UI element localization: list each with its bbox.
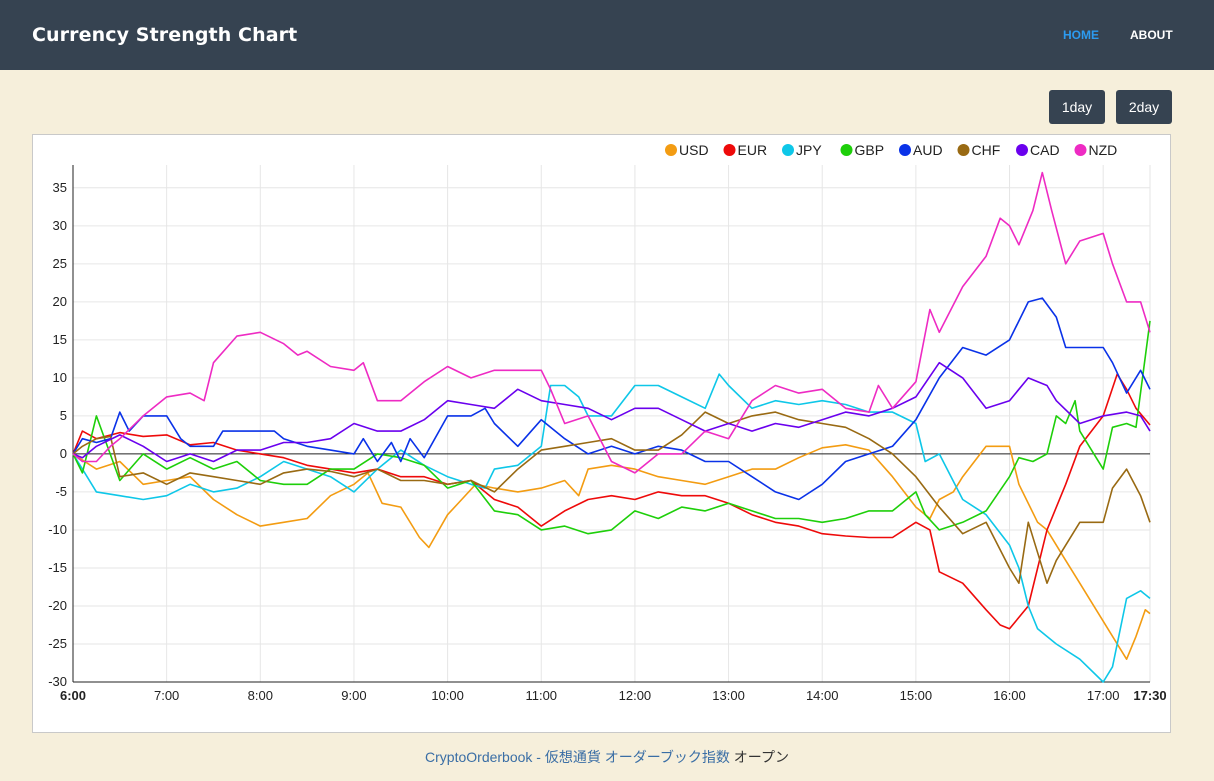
legend-item-nzd[interactable]: NZD xyxy=(1074,142,1118,158)
legend-item-aud[interactable]: AUD xyxy=(899,142,943,158)
nav-about-link[interactable]: ABOUT xyxy=(1130,28,1173,42)
legend-swatch xyxy=(1074,144,1087,156)
legend-swatch xyxy=(957,144,970,156)
y-tick-label: 25 xyxy=(53,256,67,271)
x-tick-label: 13:00 xyxy=(712,688,745,703)
grid-lines xyxy=(72,165,1151,683)
range-1day-button[interactable]: 1day xyxy=(1049,90,1105,124)
y-tick-label: 35 xyxy=(53,180,67,195)
x-tick-label: 8:00 xyxy=(248,688,273,703)
legend-label: NZD xyxy=(1089,142,1118,158)
chart-panel: -30 -25 -20 -15 -10 -5 0 5 10 15 20 25 30 35 6:00 7:00 8… xyxy=(32,134,1171,733)
x-tick-label: 17:30 xyxy=(1133,688,1166,703)
y-tick-label: 30 xyxy=(53,218,67,233)
legend[interactable]: USD EUR JPY GBP AUD CHF CAD NZD xyxy=(665,142,1117,158)
range-2day-button[interactable]: 2day xyxy=(1116,90,1172,124)
y-tick-label: 5 xyxy=(60,408,67,423)
axes: -30 -25 -20 -15 -10 -5 0 5 10 15 20 25 30 35 6:00 7:00 8… xyxy=(48,165,1167,703)
page-title: Currency Strength Chart xyxy=(32,24,298,46)
x-tick-label: 16:00 xyxy=(993,688,1026,703)
footer-link[interactable]: CryptoOrderbook - 仮想通貨 オーダーブック指数 xyxy=(425,749,730,765)
y-tick-label: -20 xyxy=(48,598,67,613)
x-tick-label: 7:00 xyxy=(154,688,179,703)
series-line-cad xyxy=(72,361,1151,463)
y-tick-label: -15 xyxy=(48,560,67,575)
legend-item-cad[interactable]: CAD xyxy=(1016,142,1060,158)
legend-swatch xyxy=(1016,144,1028,156)
legend-item-jpy[interactable]: JPY xyxy=(782,142,822,158)
legend-label: USD xyxy=(679,142,709,158)
x-tick-label: 6:00 xyxy=(60,688,86,703)
legend-item-gbp[interactable]: GBP xyxy=(840,142,885,158)
legend-label: GBP xyxy=(855,142,885,158)
legend-label: CHF xyxy=(972,142,1001,158)
legend-item-usd[interactable]: USD xyxy=(665,142,709,158)
x-tick-label: 10:00 xyxy=(431,688,464,703)
x-tick-label: 12:00 xyxy=(619,688,652,703)
series-line-aud xyxy=(72,297,1151,501)
y-tick-label: -5 xyxy=(55,484,67,499)
legend-swatch xyxy=(840,144,853,156)
legend-swatch xyxy=(899,144,911,156)
legend-swatch xyxy=(665,144,677,156)
nav-home-link[interactable]: HOME xyxy=(1063,28,1099,42)
footer-text: オープン xyxy=(729,749,789,765)
y-tick-label: -25 xyxy=(48,636,67,651)
footer: CryptoOrderbook - 仮想通貨 オーダーブック指数 オープン xyxy=(0,747,1214,767)
x-tick-label: 14:00 xyxy=(806,688,839,703)
legend-label: EUR xyxy=(738,142,768,158)
y-tick-label: -10 xyxy=(48,522,67,537)
x-tick-label: 17:00 xyxy=(1087,688,1120,703)
series-line-usd xyxy=(72,444,1151,660)
legend-swatch xyxy=(782,144,794,156)
y-tick-label: -30 xyxy=(48,674,67,689)
legend-item-chf[interactable]: CHF xyxy=(957,142,1001,158)
series-lines xyxy=(72,171,1151,683)
currency-strength-chart: -30 -25 -20 -15 -10 -5 0 5 10 15 20 25 30 35 6:00 7:00 8… xyxy=(48,142,1167,703)
top-navbar: Currency Strength Chart HOME ABOUT xyxy=(0,0,1214,70)
legend-label: AUD xyxy=(913,142,943,158)
x-tick-label: 9:00 xyxy=(341,688,366,703)
legend-swatch xyxy=(723,144,736,156)
legend-label: JPY xyxy=(796,142,822,158)
series-line-eur xyxy=(72,373,1151,630)
series-line-nzd xyxy=(72,171,1151,474)
series-line-gbp xyxy=(72,320,1151,535)
x-tick-label: 15:00 xyxy=(900,688,933,703)
y-tick-label: 10 xyxy=(53,370,67,385)
y-tick-label: 0 xyxy=(60,446,67,461)
y-tick-label: 15 xyxy=(53,332,67,347)
series-line-chf xyxy=(72,411,1151,584)
legend-item-eur[interactable]: EUR xyxy=(723,142,768,158)
y-tick-label: 20 xyxy=(53,294,67,309)
x-tick-label: 11:00 xyxy=(525,688,557,703)
series-line-jpy xyxy=(72,373,1151,683)
legend-label: CAD xyxy=(1030,142,1060,158)
